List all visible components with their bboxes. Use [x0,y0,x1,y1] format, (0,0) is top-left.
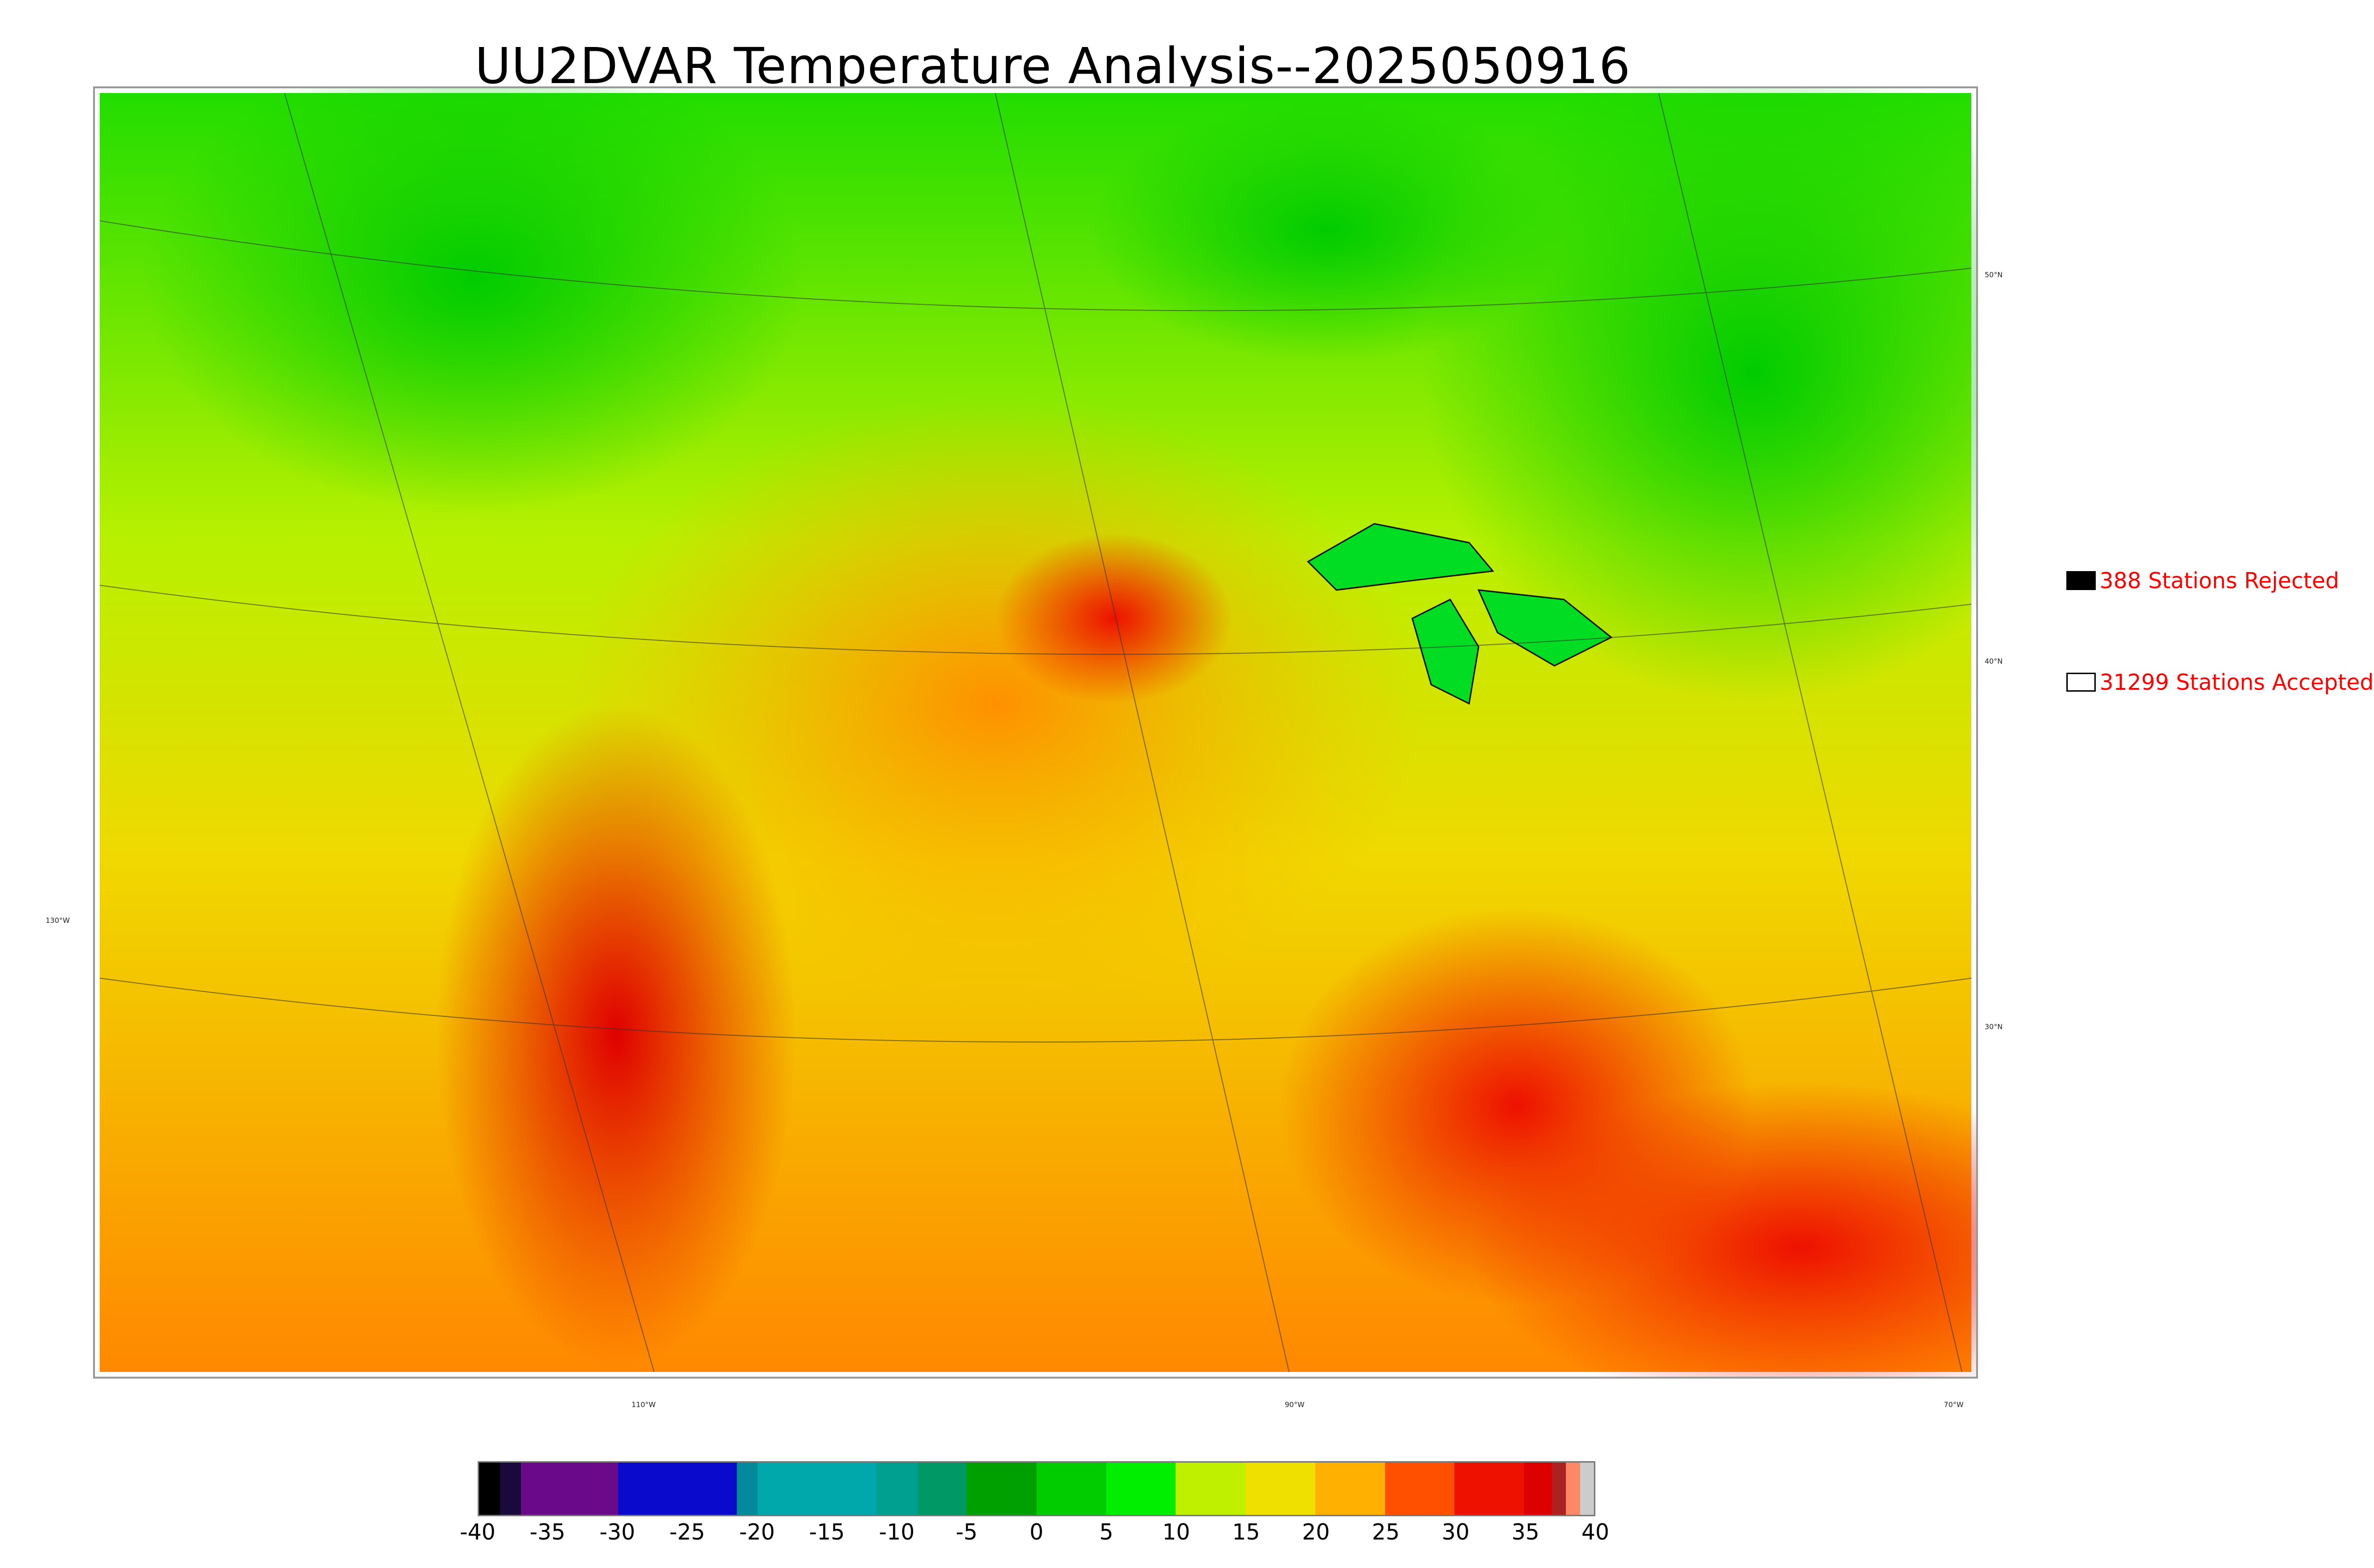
colorbar-tick-label: 35 [1511,1519,1540,1545]
colorbar-segment [757,1463,876,1515]
colorbar-segment [521,1463,619,1515]
temperature-field [99,88,1976,1377]
colorbar-tick-label: 15 [1232,1519,1260,1545]
lon-label-90: 90°W [1285,1400,1305,1409]
colorbar-segment [1552,1463,1566,1515]
colorbar-segment [618,1463,737,1515]
lat-label-50: 50°N [1985,271,2003,279]
colorbar-segment [1454,1463,1525,1515]
lon-label-70: 70°W [1944,1400,1964,1409]
colorbar-segment [1566,1463,1580,1515]
colorbar-segment [479,1463,500,1515]
colorbar-segment [1036,1463,1106,1515]
rejected-marker [2066,571,2096,590]
temperature-map [93,86,1978,1379]
colorbar-tick-label: -15 [809,1519,845,1545]
colorbar-segment [1176,1463,1246,1515]
map-title: UU2DVAR Temperature Analysis--2025050916 [475,37,1631,95]
lat-label-40: 40°N [1985,657,2003,666]
colorbar-tick-label: -35 [529,1519,565,1545]
colorbar-tick-label: -40 [460,1519,496,1545]
colorbar-tick-label: 5 [1099,1519,1113,1545]
colorbar-segment [1245,1463,1315,1515]
legend-rejected: 388 Stations Rejected [2066,568,2339,593]
colorbar-segment [1580,1463,1594,1515]
colorbar-tick-label: -30 [599,1519,635,1545]
colorbar-segment [736,1463,758,1515]
lat-label-30: 30°N [1985,1023,2003,1031]
colorbar-segment [967,1463,1036,1515]
temperature-colorbar [478,1461,1595,1516]
colorbar-tick-label: 40 [1581,1519,1610,1545]
colorbar-tick-label: -10 [879,1519,915,1545]
colorbar-tick-label: 25 [1372,1519,1400,1545]
lon-label-110: 110°W [631,1400,656,1409]
colorbar-segment [1524,1463,1552,1515]
colorbar-tick-label: 0 [1029,1519,1044,1545]
colorbar-segment [500,1463,521,1515]
legend-accepted: 31299 Stations Accepted [2066,669,2374,695]
colorbar-segment [1106,1463,1176,1515]
lon-label-130: 130°W [46,916,70,925]
colorbar-tick-label: -20 [739,1519,775,1545]
colorbar-tick-label: 10 [1162,1519,1190,1545]
colorbar-segment [876,1463,918,1515]
colorbar-tick-label: -5 [955,1519,978,1545]
colorbar-segment [918,1463,967,1515]
colorbar-tick-label: 30 [1441,1519,1470,1545]
rejected-label: 388 Stations Rejected [2100,568,2339,593]
accepted-marker [2066,673,2096,692]
colorbar-segment [1315,1463,1385,1515]
colorbar-tick-label: -25 [669,1519,705,1545]
colorbar-segment [1385,1463,1455,1515]
accepted-label: 31299 Stations Accepted [2100,669,2374,695]
colorbar-tick-label: 20 [1302,1519,1330,1545]
